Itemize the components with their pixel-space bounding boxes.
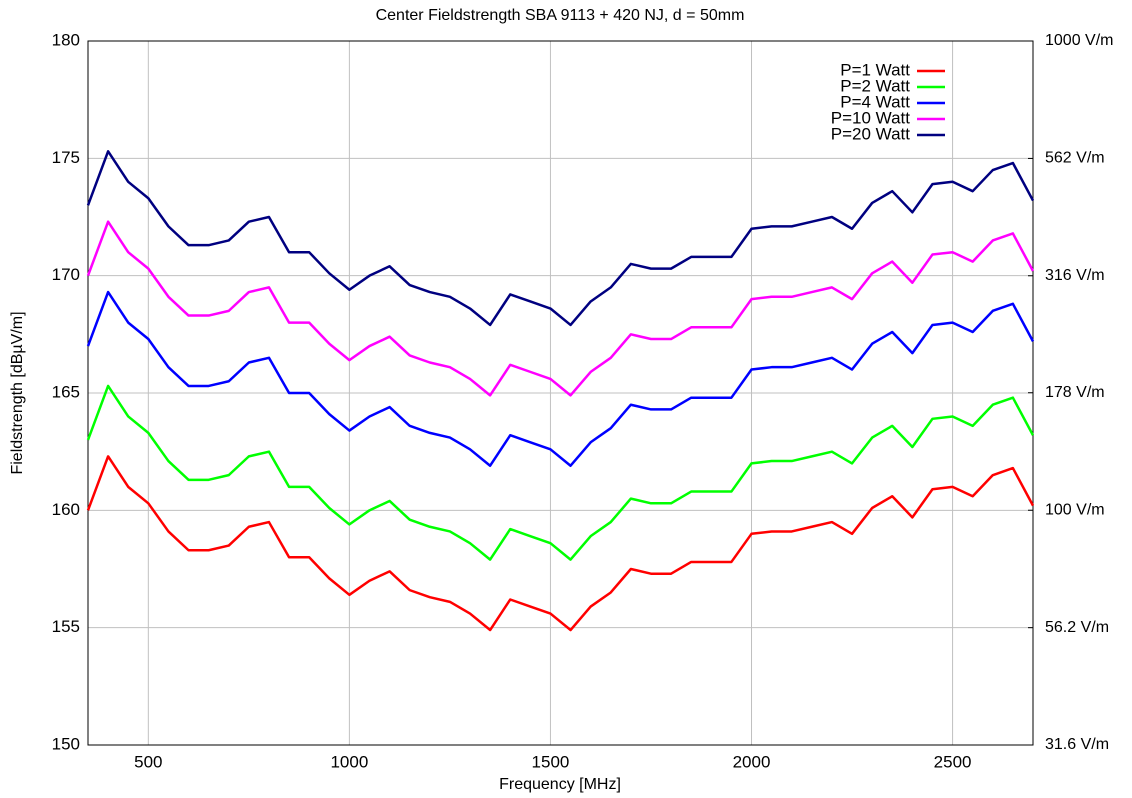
x-axis-label: Frequency [MHz]	[499, 776, 621, 793]
legend-label: P=4 Watt	[840, 92, 910, 111]
y2-tick-label: 562 V/m	[1045, 150, 1105, 167]
y2-tick-label: 178 V/m	[1045, 384, 1105, 401]
x-tick-label: 2500	[934, 752, 972, 771]
y2-tick-label: 31.6 V/m	[1045, 736, 1109, 753]
legend-label: P=2 Watt	[840, 76, 910, 95]
plot-frame	[87, 40, 1034, 746]
legend-label: P=20 Watt	[831, 124, 910, 143]
series-line	[86, 220, 1035, 397]
series-line	[86, 455, 1035, 632]
series-line	[86, 384, 1035, 561]
y-tick-label: 165	[52, 382, 80, 401]
y2-tick-label: 56.2 V/m	[1045, 619, 1109, 636]
y2-tick-label: 316 V/m	[1045, 267, 1105, 284]
y-tick-label: 155	[52, 617, 80, 636]
x-tick-label: 1500	[532, 752, 570, 771]
x-tick-label: 2000	[733, 752, 771, 771]
y-tick-label: 180	[52, 30, 80, 49]
y-axis-label: Fieldstrength [dBµV/m]	[9, 311, 26, 474]
legend-label: P=1 Watt	[840, 60, 910, 79]
y-tick-label: 175	[52, 148, 80, 167]
y-tick-label: 150	[52, 734, 80, 753]
series-line	[86, 150, 1035, 327]
chart-title: Center Fieldstrength SBA 9113 + 420 NJ, …	[376, 7, 745, 24]
legend-label: P=10 Watt	[831, 108, 910, 127]
y2-tick-label: 1000 V/m	[1045, 32, 1113, 49]
x-tick-label: 1000	[330, 752, 368, 771]
y-tick-label: 170	[52, 265, 80, 284]
y2-tick-label: 100 V/m	[1045, 501, 1105, 518]
y-tick-label: 160	[52, 500, 80, 519]
series-line	[86, 290, 1035, 467]
x-tick-label: 500	[134, 752, 162, 771]
